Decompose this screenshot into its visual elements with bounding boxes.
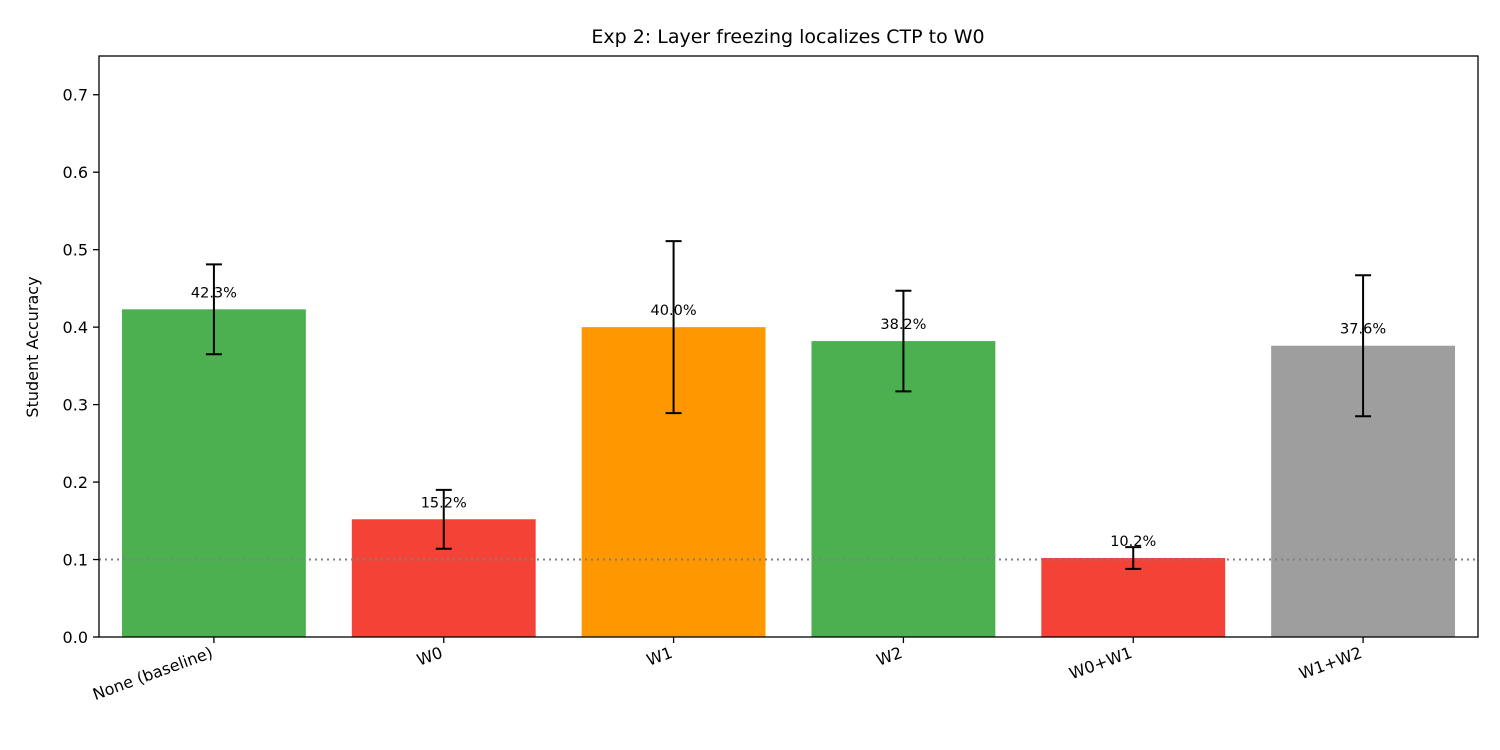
data-label-3: 38.2%: [880, 317, 926, 333]
x-tick-label-3: W2: [874, 643, 905, 670]
y-tick-label-1: 0.1: [63, 551, 88, 570]
data-label-1: 15.2%: [421, 495, 467, 511]
y-tick-label-2: 0.2: [63, 473, 88, 492]
y-tick-label-4: 0.4: [63, 318, 88, 337]
x-tick-label-0: None (baseline): [90, 643, 215, 704]
x-tick-label-2: W1: [644, 643, 675, 670]
y-tick-label-5: 0.5: [63, 241, 88, 260]
y-tick-label-7: 0.7: [63, 86, 88, 105]
y-tick-label-6: 0.6: [63, 163, 88, 182]
data-label-4: 10.2%: [1110, 534, 1156, 550]
y-tick-label-0: 0.0: [63, 628, 88, 647]
axes-frame: [98, 55, 1479, 638]
bar-4: [1041, 557, 1226, 637]
x-tick-label-1: W0: [414, 643, 445, 670]
bar-0: [121, 309, 306, 637]
data-label-5: 37.6%: [1340, 322, 1386, 338]
plot-area: 42.3% 15.2% 40.0% 38.2% 10.2% 37.6% 0.0 0.1 0.2 0…: [63, 55, 1479, 704]
data-label-2: 40.0%: [651, 303, 697, 319]
chart-title: Exp 2: Layer freezing localizes CTP to W…: [591, 26, 984, 48]
y-tick-label-3: 0.3: [63, 396, 88, 415]
x-tick-label-5: W1+W2: [1296, 643, 1364, 683]
data-label-0: 42.3%: [191, 285, 237, 301]
y-axis-label: Student Accuracy: [23, 276, 42, 417]
x-tick-label-4: W0+W1: [1067, 643, 1135, 683]
